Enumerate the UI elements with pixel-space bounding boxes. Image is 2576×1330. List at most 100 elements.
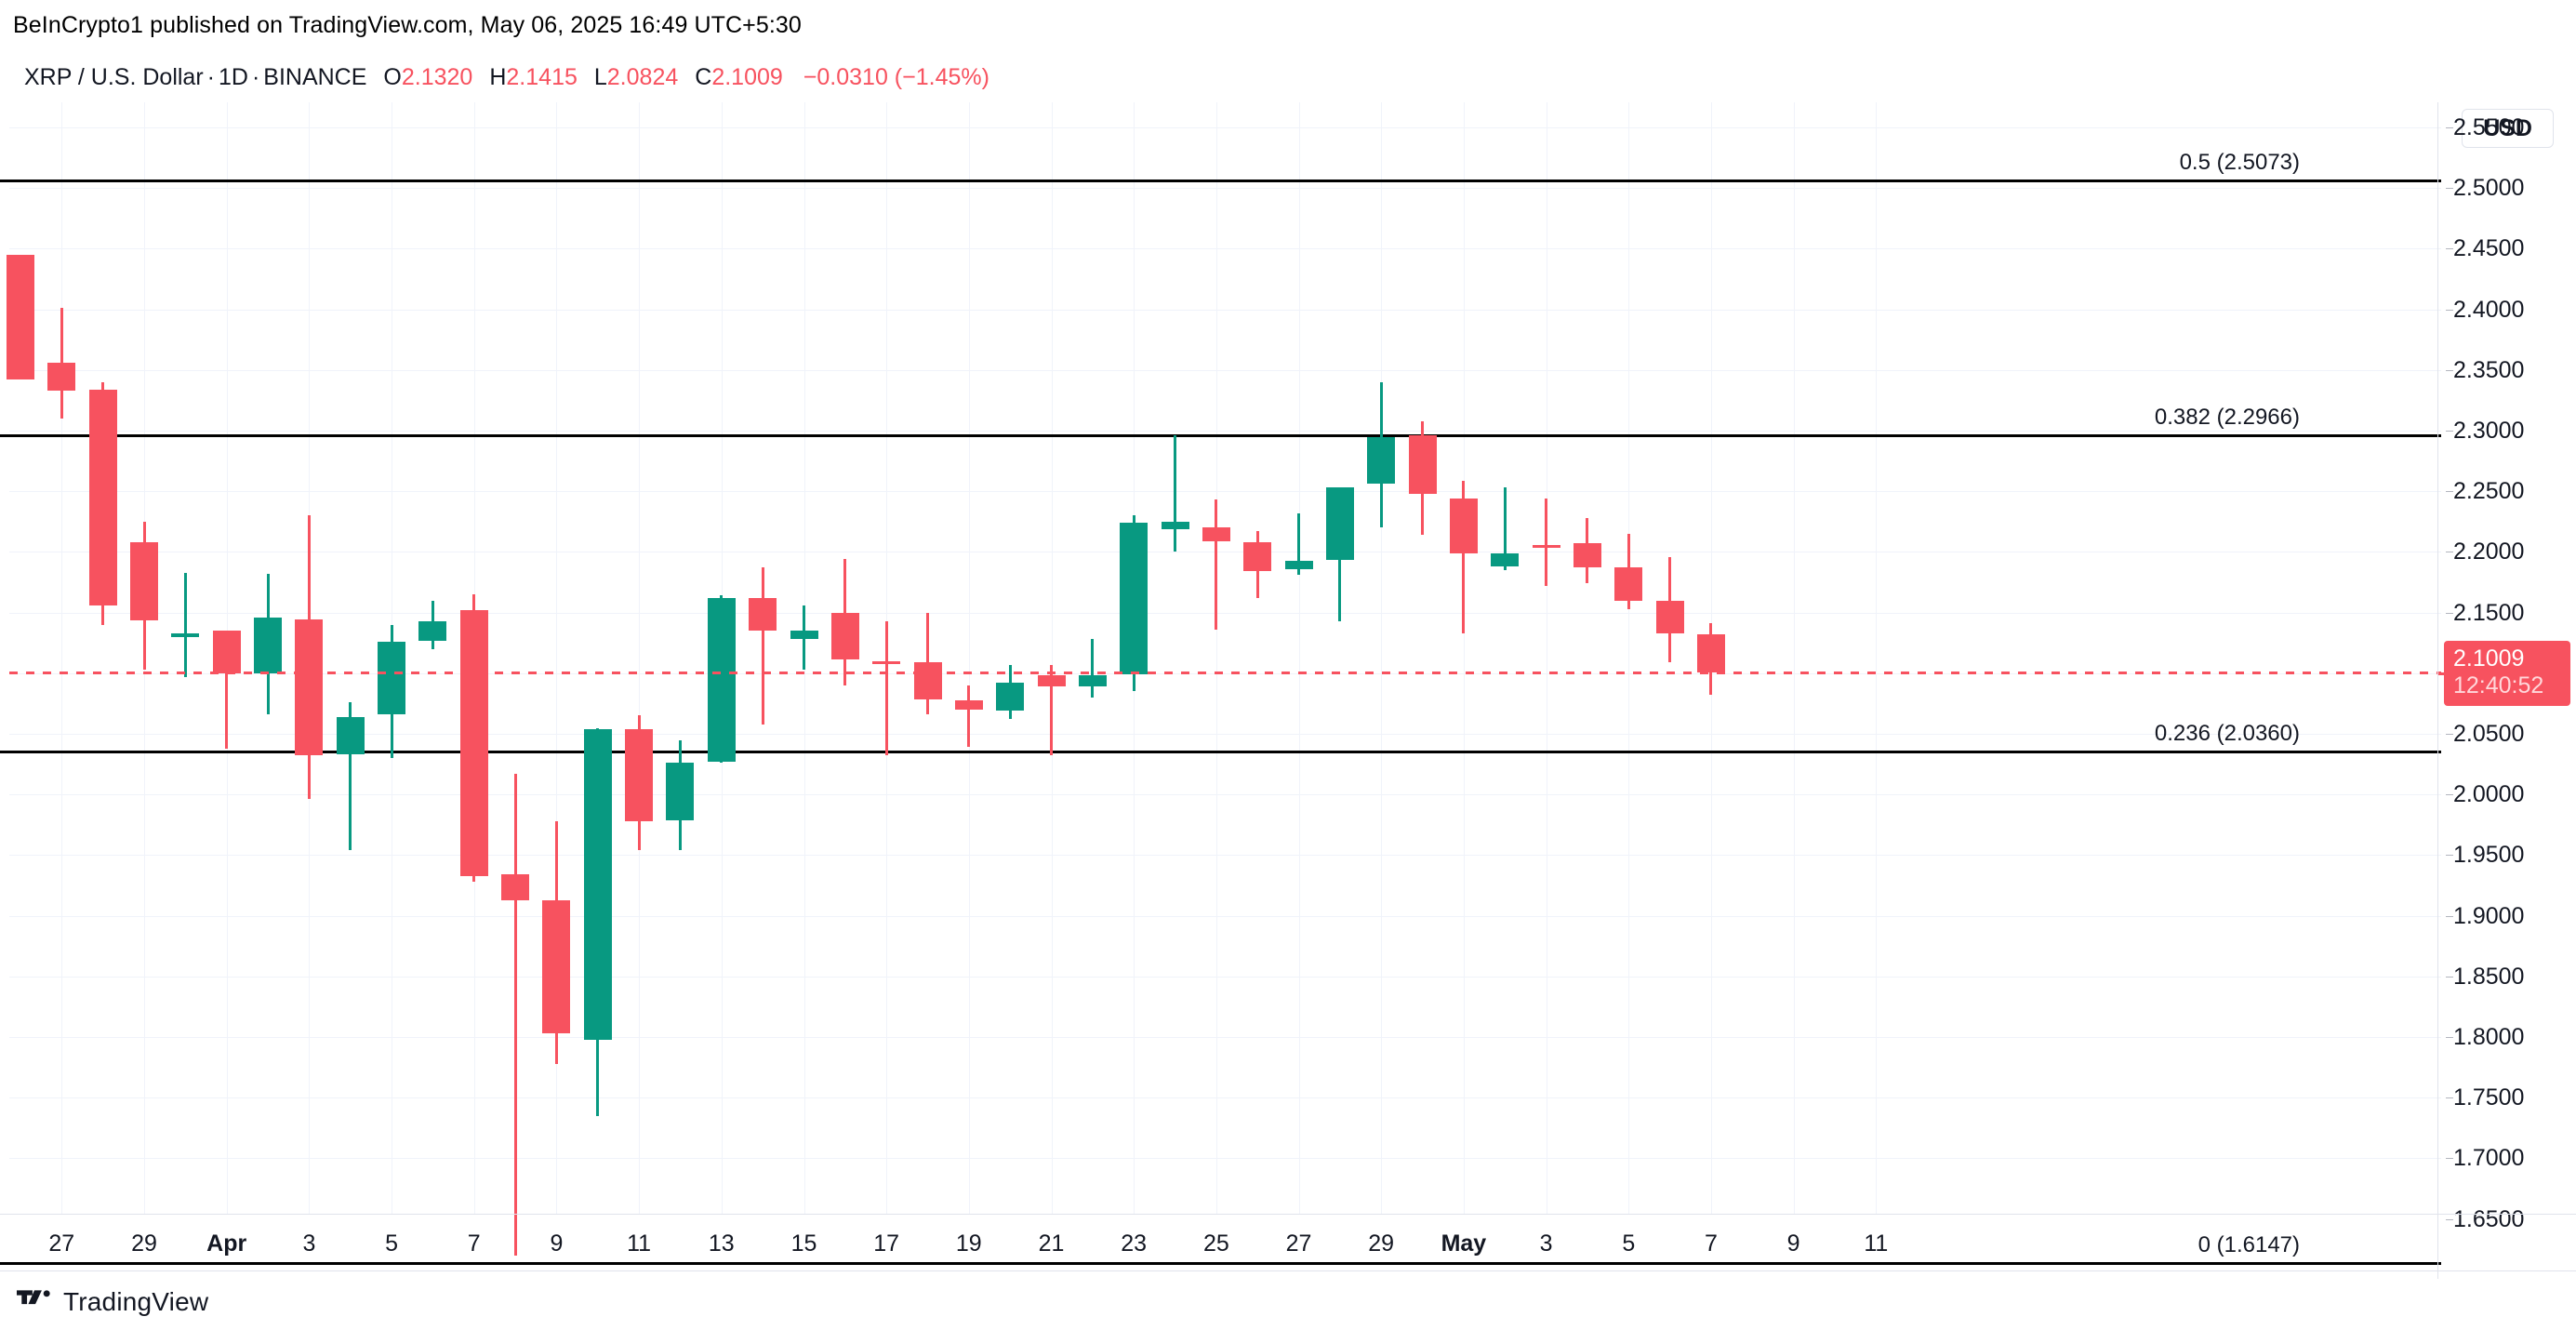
legend-change: −0.0310 (−1.45%) xyxy=(803,64,989,90)
candle-body xyxy=(1202,527,1230,541)
price-tick-label: 1.8500 xyxy=(2446,964,2524,990)
gridline-vertical xyxy=(61,102,63,1214)
legend-high-label: H xyxy=(489,64,507,90)
candle-body xyxy=(872,660,901,664)
chart-plot-area[interactable]: 0.5 (2.5073) 0.382 (2.2966) 0.236 (2.0360)… xyxy=(0,102,2441,1265)
fib-level-label: 0.382 (2.2966) xyxy=(2154,405,2300,431)
candlestick xyxy=(1573,102,1601,1214)
current-price-countdown: 12:40:52 xyxy=(2453,672,2544,698)
candlestick xyxy=(666,102,695,1214)
fib-level-line[interactable] xyxy=(0,179,2441,182)
time-tick-label: 3 xyxy=(1539,1230,1553,1257)
price-tick-label: 2.3500 xyxy=(2446,357,2524,383)
current-price-line xyxy=(9,671,2441,674)
candle-body xyxy=(378,641,406,715)
candle-body xyxy=(1573,543,1601,568)
legend-symbol[interactable]: XRP / U.S. Dollar xyxy=(24,64,204,90)
price-tick-dash xyxy=(2446,734,2453,735)
time-tick-label: 11 xyxy=(627,1230,652,1257)
time-tick-label: 9 xyxy=(1786,1230,1800,1257)
candle-body xyxy=(583,728,612,1040)
price-axis[interactable]: USD 2.5500 2.5000 2.4500 2.4000 2.3500 2.3000… xyxy=(2438,51,2576,1330)
candlestick xyxy=(418,102,447,1214)
candle-body xyxy=(1037,675,1066,687)
candle-body xyxy=(1078,675,1107,687)
candle-wick xyxy=(183,572,187,677)
candlestick xyxy=(171,102,200,1214)
gridline-horizontal xyxy=(9,127,2441,128)
candle-wick xyxy=(1297,512,1300,576)
price-tick-label: 1.7500 xyxy=(2446,1084,2524,1111)
candle-body xyxy=(171,632,200,637)
currency-badge[interactable]: USD xyxy=(2462,109,2554,148)
candle-body xyxy=(254,617,282,673)
candlestick xyxy=(872,102,901,1214)
candlestick xyxy=(130,102,158,1214)
time-tick-label: 5 xyxy=(385,1230,399,1257)
gridline-horizontal xyxy=(9,1037,2441,1038)
gridline-horizontal xyxy=(9,1158,2441,1160)
candle-wick xyxy=(1462,480,1466,633)
price-tick-label: 2.0000 xyxy=(2446,781,2524,807)
candle-wick xyxy=(967,685,971,748)
candle-wick xyxy=(225,631,229,749)
price-tick-dash xyxy=(2446,1218,2453,1220)
candlestick xyxy=(7,102,34,1214)
candlestick xyxy=(501,102,530,1256)
current-price-tag: 2.1009 12:40:52 xyxy=(2438,640,2570,706)
time-tick-label: 27 xyxy=(48,1230,75,1257)
candle-body xyxy=(749,598,777,632)
fib-level-line[interactable] xyxy=(0,751,2441,754)
legend-interval[interactable]: 1D xyxy=(218,64,248,90)
candlestick xyxy=(996,102,1025,1214)
candle-body xyxy=(996,683,1025,712)
time-tick-label: 7 xyxy=(467,1230,481,1257)
time-tick-label: 13 xyxy=(708,1230,735,1257)
time-tick-label: 11 xyxy=(1864,1230,1889,1257)
candle-body xyxy=(47,363,76,391)
fib-level-line[interactable] xyxy=(0,1261,2441,1265)
price-tick-label: 2.2500 xyxy=(2446,478,2524,504)
price-tick-dash xyxy=(2446,1097,2453,1099)
legend-close-value: 2.1009 xyxy=(711,64,783,90)
time-tick-label: 15 xyxy=(790,1230,817,1257)
gridline-horizontal xyxy=(9,369,2441,371)
time-tick-label: 7 xyxy=(1704,1230,1718,1257)
time-tick-label: 21 xyxy=(1038,1230,1065,1257)
fib-level-line[interactable] xyxy=(0,434,2441,438)
gridline-vertical xyxy=(1051,102,1053,1214)
gridline-horizontal xyxy=(9,188,2441,190)
time-tick-label: 29 xyxy=(1368,1230,1395,1257)
price-tick-dash xyxy=(2446,976,2453,978)
time-tick-label: 19 xyxy=(955,1230,982,1257)
gridline-horizontal xyxy=(9,491,2441,493)
candle-wick xyxy=(1503,487,1507,570)
time-tick-label: 9 xyxy=(550,1230,564,1257)
candle-body xyxy=(459,610,488,876)
gridline-vertical xyxy=(556,102,558,1214)
candle-body xyxy=(790,631,818,640)
candlestick xyxy=(625,102,654,1214)
candlestick xyxy=(1532,102,1560,1214)
gridline-horizontal xyxy=(9,612,2441,614)
price-tick-dash xyxy=(2446,188,2453,190)
candle-body xyxy=(501,874,530,900)
candlestick xyxy=(47,102,76,1214)
legend-high-value: 2.1415 xyxy=(506,64,578,90)
candlestick xyxy=(1243,102,1272,1214)
time-axis[interactable]: 27 29 Apr 3 5 7 9 11 13 15 17 19 21 23 25 27 29 May 3 5 7 9 11 xyxy=(0,1214,2576,1271)
gridline-vertical xyxy=(1463,102,1465,1214)
gridline-vertical xyxy=(1298,102,1300,1214)
price-tick-dash xyxy=(2446,915,2453,917)
candle-body xyxy=(913,662,942,700)
candle-body xyxy=(1655,600,1684,633)
gridline-horizontal xyxy=(9,976,2441,978)
candlestick xyxy=(336,102,365,1214)
fib-level-label: 0.236 (2.0360) xyxy=(2154,721,2300,747)
candle-wick xyxy=(1545,499,1548,586)
candle-body xyxy=(212,631,241,673)
axis-divider xyxy=(2437,102,2438,1279)
price-tick-label: 2.1500 xyxy=(2446,600,2524,626)
price-tick-label: 2.5500 xyxy=(2446,114,2524,140)
legend-exchange: BINANCE xyxy=(263,64,367,90)
